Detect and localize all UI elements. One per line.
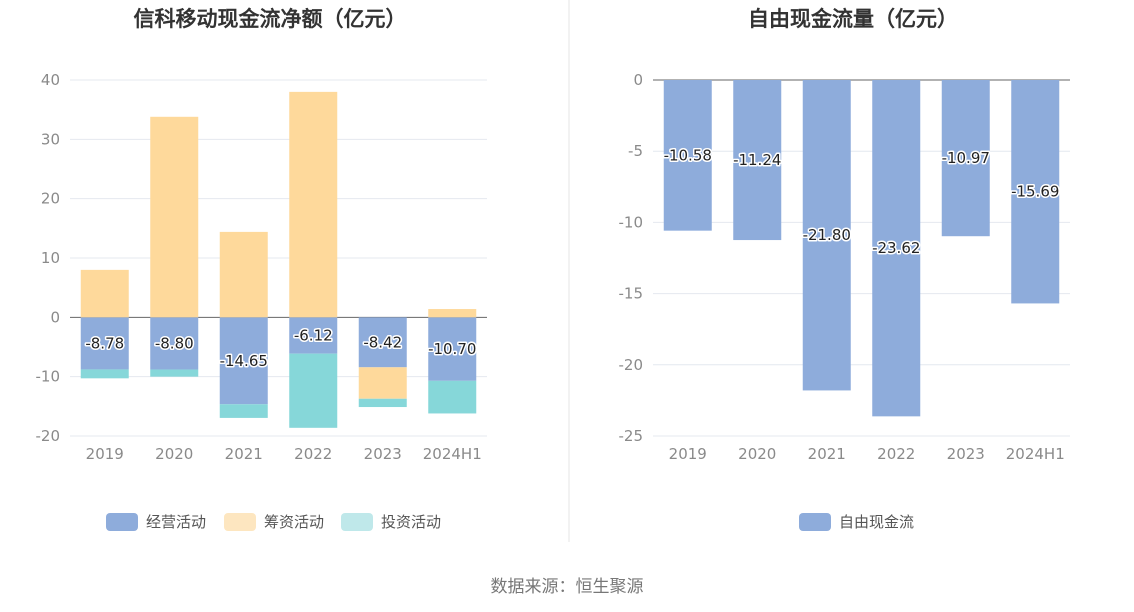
x-tick-label: 2020 — [738, 445, 776, 463]
y-tick-label: 0 — [50, 308, 60, 326]
x-tick-label: 2020 — [155, 445, 193, 463]
data-label-2020: -8.80 — [155, 334, 194, 352]
legend-label-投资活动: 投资活动 — [381, 513, 441, 531]
bar-投资活动-2023 — [358, 398, 407, 408]
x-tick-label: 2024H1 — [1006, 445, 1065, 463]
y-tick-label: -10 — [619, 213, 644, 231]
x-tick-label: 2019 — [86, 445, 124, 463]
legend-label-经营活动: 经营活动 — [146, 513, 206, 531]
bar-自由现金流-2019 — [663, 80, 712, 231]
legend-swatch-筹资活动 — [224, 513, 256, 531]
y-tick-label: -15 — [619, 285, 644, 303]
bar-筹资活动-2020 — [150, 116, 199, 318]
legend-swatch-自由现金流 — [799, 513, 831, 531]
legend-label-筹资活动: 筹资活动 — [264, 513, 324, 531]
y-tick-label: 10 — [41, 249, 60, 267]
y-tick-label: -5 — [628, 142, 643, 160]
y-tick-label: -10 — [36, 368, 61, 386]
bar-经营活动-2019 — [80, 317, 129, 370]
bar-经营活动-2023 — [358, 317, 407, 368]
data-label-2019: -8.78 — [85, 334, 124, 352]
bar-自由现金流-2021 — [802, 80, 851, 391]
y-tick-label: 40 — [41, 71, 60, 89]
bar-筹资活动-2022 — [289, 91, 338, 318]
y-tick-label: -25 — [619, 427, 644, 445]
data-label-2021: -14.65 — [220, 352, 268, 370]
data-label-2022: -6.12 — [294, 326, 333, 344]
data-label-2019: -10.58 — [664, 146, 712, 164]
x-tick-label: 2019 — [669, 445, 707, 463]
bar-自由现金流-2020 — [733, 80, 782, 241]
chart-title: 信科移动现金流净额（亿元） — [134, 7, 407, 31]
bar-经营活动-2024H1 — [428, 317, 477, 381]
bar-投资活动-2022 — [289, 353, 338, 428]
data-label-2024H1: -10.70 — [428, 340, 476, 358]
x-tick-label: 2021 — [808, 445, 846, 463]
bar-筹资活动-2023 — [358, 367, 407, 399]
data-label-2022: -23.62 — [872, 239, 920, 257]
y-tick-label: 20 — [41, 190, 60, 208]
y-tick-label: -20 — [619, 356, 644, 374]
bar-投资活动-2021 — [219, 404, 268, 418]
chart-title: 自由现金流量（亿元） — [748, 7, 958, 31]
x-tick-label: 2022 — [294, 445, 332, 463]
legend-swatch-投资活动 — [341, 513, 373, 531]
legend-swatch-经营活动 — [106, 513, 138, 531]
bar-筹资活动-2021 — [219, 231, 268, 318]
bar-自由现金流-2024H1 — [1011, 80, 1060, 304]
x-tick-label: 2023 — [947, 445, 985, 463]
bar-经营活动-2022 — [289, 317, 338, 354]
bar-投资活动-2019 — [80, 369, 129, 379]
x-tick-label: 2021 — [225, 445, 263, 463]
data-label-2021: -21.80 — [803, 226, 851, 244]
data-label-2024H1: -15.69 — [1011, 183, 1059, 201]
bar-投资活动-2020 — [150, 369, 199, 377]
data-label-2020: -11.24 — [733, 151, 781, 169]
bar-经营活动-2021 — [219, 317, 268, 405]
y-tick-label: 30 — [41, 130, 60, 148]
cashflow-net-chart: 信科移动现金流净额（亿元） 40 30 20 10 0 -10 -20 2019 2020 2021… — [36, 7, 487, 531]
free-cashflow-chart: 自由现金流量（亿元） 0 -5 -10 -15 -20 -25 2019 2020 2021 202… — [619, 7, 1070, 531]
y-tick-label: -20 — [36, 427, 61, 445]
x-tick-label: 2022 — [877, 445, 915, 463]
data-source: 数据来源：恒生聚源 — [491, 577, 644, 597]
x-tick-label: 2024H1 — [423, 445, 482, 463]
x-tick-label: 2023 — [364, 445, 402, 463]
bar-筹资活动-2024H1 — [428, 309, 477, 318]
bar-经营活动-2020 — [150, 317, 199, 370]
legend-label-自由现金流: 自由现金流 — [839, 513, 914, 531]
data-label-2023: -10.97 — [942, 149, 990, 167]
bar-投资活动-2024H1 — [428, 380, 477, 414]
data-label-2023: -8.42 — [363, 333, 402, 351]
y-tick-label: 0 — [633, 71, 643, 89]
bar-自由现金流-2022 — [872, 80, 921, 417]
bar-筹资活动-2019 — [80, 269, 129, 318]
bar-自由现金流-2023 — [941, 80, 990, 237]
